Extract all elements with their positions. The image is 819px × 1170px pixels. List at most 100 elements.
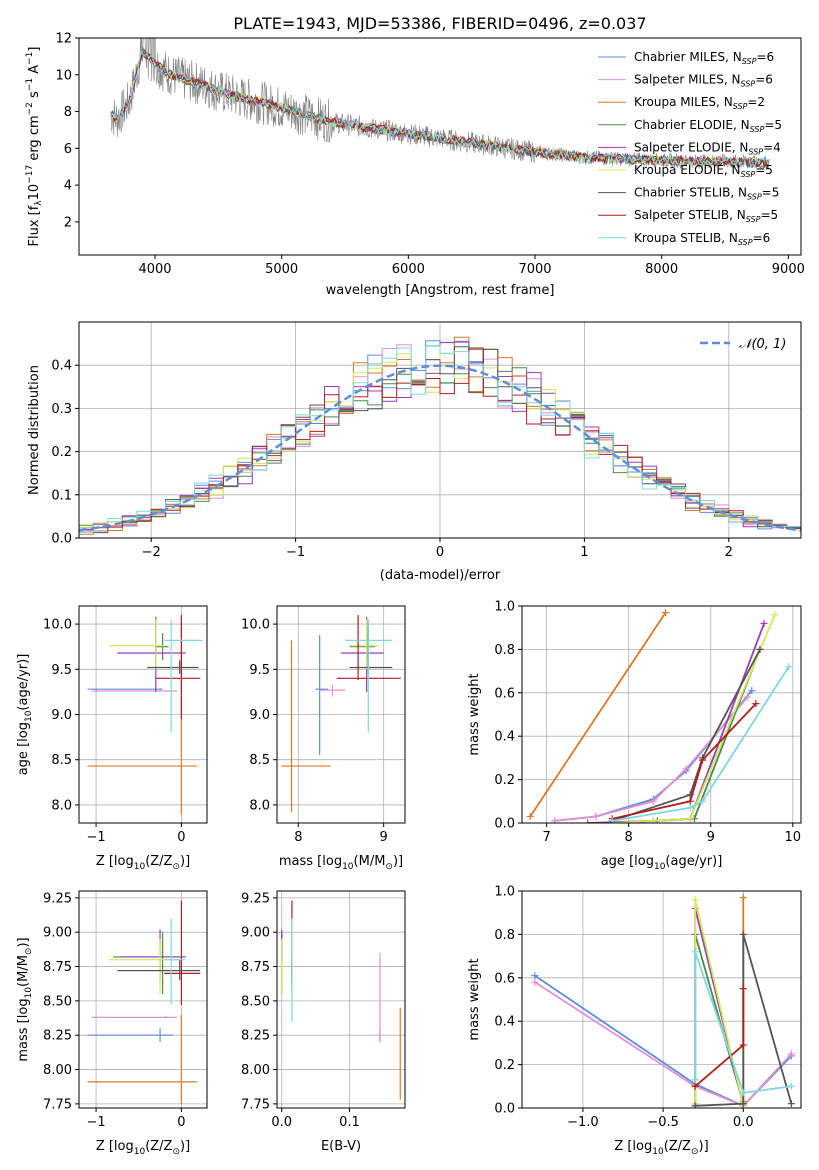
y-tick-label: 8.25: [43, 1029, 72, 1044]
x-tick-label: 6000: [392, 262, 425, 277]
y-tick-label: 10.0: [43, 618, 72, 633]
y-tick-label: 0.0: [51, 532, 72, 547]
weight-series-line: [612, 614, 776, 823]
y-tick-label: 1.0: [494, 885, 515, 900]
y-tick-label: 9.0: [249, 708, 270, 723]
x-axis-label: Z [log10(Z/Z⊙)]: [96, 1139, 190, 1157]
plot-area: [281, 900, 401, 1100]
x-tick-label: 0: [177, 1115, 185, 1130]
spectrum-model-line: [110, 49, 769, 168]
y-tick-label: 0.8: [494, 928, 515, 943]
axes-frame: [78, 37, 802, 256]
y-tick-label: 9.00: [43, 926, 72, 941]
weight-series-line: [534, 981, 793, 1107]
y-tick-label: 8.0: [51, 798, 72, 813]
mass-weight-vs-age-panel: 7 8 9 10 0.0 0.2 0.4 0.6 0.8 1.0 age [log10(age/yr…: [467, 600, 802, 872]
y-tick-label: 6: [64, 142, 72, 157]
legend-label: Salpeter ELODIE, NSSP=4: [634, 140, 781, 156]
y-axis-label: mass weight: [467, 673, 482, 755]
y-tick-label: 0.1: [51, 488, 72, 503]
x-tick-label: −2: [142, 545, 161, 560]
weight-series-line: [612, 666, 790, 822]
x-tick-label: 0: [177, 830, 185, 845]
x-tick-label: −1: [86, 830, 105, 845]
x-axis-label: wavelength [Angstrom, rest frame]: [326, 283, 555, 298]
y-tick-label: 9.25: [241, 891, 270, 906]
y-tick-label: 8.5: [51, 753, 72, 768]
weight-series-line: [612, 702, 757, 820]
y-tick-label: 0.6: [494, 686, 515, 701]
y-tick-label: 8.50: [43, 994, 72, 1009]
residuals-histogram-panel: −2 −1 0 1 2 0.0 0.1 0.2 0.3 0.4 (data-model)/error…: [27, 321, 802, 583]
weight-series-line: [694, 899, 745, 1107]
y-tick-label: 9.0: [51, 708, 72, 723]
axes-frame: [276, 890, 406, 1109]
mass-vs-metallicity-panel: −1 0 7.75 8.00 8.25 8.50 8.75 9.00 9.25 Z [log10(…: [16, 890, 208, 1157]
axes-frame: [78, 890, 208, 1109]
plot-area: [531, 894, 795, 1108]
x-tick-label: 1: [580, 545, 588, 560]
y-tick-label: 8.75: [241, 960, 270, 975]
mass-weight-vs-metallicity-panel: −1.0 −0.5 0.0 0.0 0.2 0.4 0.6 0.8 1.0 Z [log10(Z/…: [467, 885, 802, 1157]
x-axis-label: (data-model)/error: [380, 568, 501, 583]
y-tick-label: 8.00: [43, 1063, 72, 1078]
y-tick-label: 8.75: [43, 960, 72, 975]
age-vs-mass-panel: 8 9 8.0 8.5 9.0 9.5 10.0 mass [log10(M/M⊙)]: [241, 605, 406, 872]
plot-area: [87, 615, 203, 814]
histogram-step: [79, 348, 801, 531]
x-tick-label: −0.5: [647, 1115, 679, 1130]
x-tick-label: −1: [86, 1115, 105, 1130]
normal-curve: [79, 364, 801, 532]
y-tick-label: 8: [64, 105, 72, 120]
x-tick-label: 0: [436, 545, 444, 560]
x-tick-label: −1: [286, 545, 305, 560]
y-tick-label: 0.4: [494, 1015, 515, 1030]
x-tick-label: 8000: [645, 262, 678, 277]
y-tick-label: 0.6: [494, 971, 515, 986]
y-tick-label: 9.5: [51, 663, 72, 678]
y-tick-label: 0.0: [494, 1102, 515, 1117]
x-tick-label: 0.0: [733, 1115, 754, 1130]
y-tick-label: 9.5: [249, 663, 270, 678]
figure-title: PLATE=1943, MJD=53386, FIBERID=0496, z=0…: [233, 14, 646, 33]
y-tick-label: 0.2: [494, 1058, 515, 1073]
x-tick-label: 7000: [518, 262, 551, 277]
axes-frame: [521, 605, 802, 824]
y-tick-label: 0.0: [494, 817, 515, 832]
y-tick-label: 7.75: [43, 1097, 72, 1112]
plot-area: [79, 336, 801, 535]
y-tick-label: 0.2: [51, 445, 72, 460]
x-axis-label: Z [log10(Z/Z⊙)]: [96, 854, 190, 872]
y-tick-label: 9.25: [43, 891, 72, 906]
x-tick-label: 0.0: [271, 1115, 292, 1130]
weight-series-line: [554, 696, 749, 822]
legend-label: Salpeter MILES, NSSP=6: [634, 73, 773, 89]
x-tick-label: 0.1: [339, 1115, 360, 1130]
spectrum-panel: 4000 5000 6000 7000 8000 9000 2 4 6 8 10 12 waveleng…: [25, 32, 805, 299]
y-tick-label: 12: [55, 32, 72, 47]
y-tick-label: 10: [55, 68, 72, 83]
plot-area: [110, 38, 770, 171]
x-axis-label: mass [log10(M/M⊙)]: [279, 854, 403, 872]
y-tick-label: 0.4: [494, 730, 515, 745]
x-tick-label: 8: [625, 830, 633, 845]
y-tick-label: 0.2: [494, 773, 515, 788]
plot-area: [526, 609, 793, 823]
plot-area: [281, 615, 401, 813]
legend-label: Kroupa ELODIE, NSSP=5: [634, 163, 773, 179]
legend-label: Kroupa STELIB, NSSP=6: [634, 231, 770, 247]
x-axis-label: age [log10(age/yr)]: [601, 854, 723, 872]
legend-label: Kroupa MILES, NSSP=2: [634, 95, 765, 111]
x-tick-label: 2: [725, 545, 733, 560]
legend-label: Chabrier ELODIE, NSSP=5: [634, 118, 782, 134]
x-tick-label: 9: [707, 830, 715, 845]
weight-series-line: [529, 612, 667, 817]
legend-label: Chabrier MILES, NSSP=6: [634, 50, 774, 66]
x-tick-label: 7: [542, 830, 550, 845]
legend: Chabrier MILES, NSSP=6 Salpeter MILES, NS…: [598, 50, 782, 247]
plot-area: [87, 900, 201, 1104]
y-tick-label: 8.25: [241, 1029, 270, 1044]
y-tick-label: 2: [64, 215, 72, 230]
x-tick-label: 4000: [138, 262, 171, 277]
